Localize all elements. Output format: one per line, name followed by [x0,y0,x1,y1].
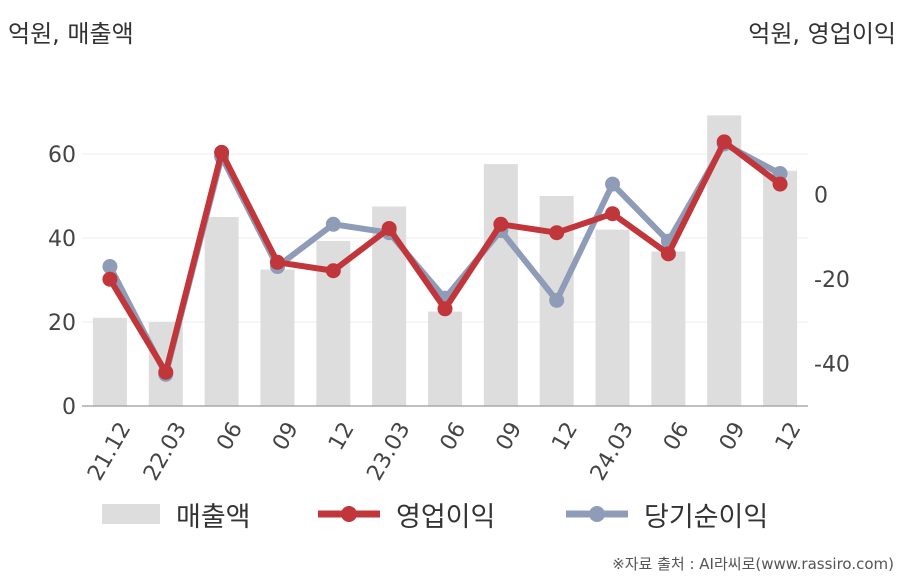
bar [763,170,798,406]
bar [483,164,518,406]
point-operating-profit [269,254,285,270]
right-tick-label: -40 [814,353,850,378]
point-operating-profit [381,220,397,236]
right-axis-ticks: 0 -20 -40 [814,184,850,378]
legend: 매출액 영업이익 당기순이익 [0,494,908,534]
legend-label-operating-profit: 영업이익 [396,501,496,533]
x-tick-label: 09 [715,418,751,455]
x-tick-label: 09 [268,418,304,455]
point-operating-profit [772,176,788,192]
x-tick-label: 09 [492,418,528,455]
x-tick-label: 23.03 [362,418,415,485]
bar-series [92,115,798,407]
x-tick-label: 06 [436,418,472,455]
bar [260,269,295,406]
point-operating-profit [493,216,509,232]
left-tick-label: 0 [62,395,76,420]
legend-swatch-line-gray [566,506,628,522]
left-tick-label: 20 [48,311,76,336]
point-operating-profit [605,206,621,222]
point-net-income [605,176,621,192]
point-operating-profit [102,271,118,287]
point-net-income [549,292,565,308]
x-tick-label: 22.03 [139,418,192,485]
legend-swatch-bar [102,504,160,524]
bar [92,317,127,406]
point-operating-profit [660,246,676,262]
point-net-income [102,259,118,275]
point-operating-profit [549,225,565,241]
point-operating-profit [716,134,732,150]
source-note: ※자료 출처 : AI라씨로(www.rassiro.com) [612,555,894,573]
right-tick-label: 0 [814,184,828,209]
line-series [102,134,788,382]
left-axis-ticks: 0 20 40 60 [48,143,76,420]
x-axis-ticks: 21.12 22.03 06 09 12 23.03 06 09 12 24.03 06 09 12 [83,418,806,485]
point-operating-profit [325,263,341,279]
right-tick-label: -20 [814,268,850,293]
left-tick-label: 40 [48,227,76,252]
point-net-income [772,166,788,182]
point-operating-profit [214,144,230,160]
bar [651,251,686,406]
x-tick-label: 12 [771,418,807,455]
x-tick-label: 21.12 [83,418,136,485]
bar [204,217,239,406]
x-tick-label: 12 [324,418,360,455]
legend-label-net-income: 당기순이익 [644,501,769,533]
point-operating-profit [158,364,174,380]
point-operating-profit [437,301,453,317]
right-axis-unit: 억원, 영업이익 [748,20,896,48]
bar [428,311,462,406]
legend-swatch-line-red [318,506,380,522]
x-tick-label: 06 [212,418,248,455]
legend-label-revenue: 매출액 [176,501,251,533]
legend-item-revenue: 매출액 [102,494,251,534]
legend-item-net-income: 당기순이익 [566,494,768,534]
bar [595,229,630,406]
x-tick-label: 12 [547,418,583,455]
x-tick-label: 24.03 [586,418,639,485]
left-tick-label: 60 [48,143,76,168]
point-net-income [325,216,341,232]
x-tick-label: 06 [659,418,695,455]
left-axis-unit: 억원, 매출액 [8,20,134,48]
legend-item-operating-profit: 영업이익 [318,494,495,534]
